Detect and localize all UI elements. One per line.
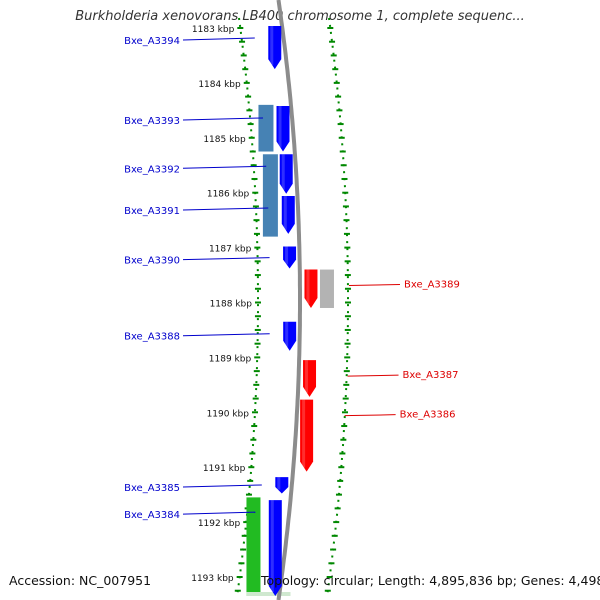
gene-arrow-body [303,360,317,397]
gene-arrow-sheen [305,360,309,393]
gene-arrow-body [283,321,297,351]
kbp-scale: 1183 kbp 1184 kbp 1185 kbp 1186 kbp 1187 kbp… [191,25,252,584]
kbp-scale-label: 1189 kbp [209,354,252,364]
gene-label: Bxe_A3387 [403,370,459,381]
gene-arrow-bxe_a3393 [276,105,290,152]
gene-arrow-sheen [270,26,274,66]
gene-track [268,26,318,596]
gene-arrow-bxe_a3384 [268,500,282,596]
feature-track [246,104,334,596]
summary-text: Topology: circular; Length: 4,895,836 bp… [261,573,600,588]
gene-labels: Bxe_A3394 Bxe_A3393 Bxe_A3392 Bxe_A3391 Bxe_… [124,36,460,521]
gene-label: Bxe_A3384 [124,510,180,521]
gene-label: Bxe_A3391 [124,206,180,217]
gene-arrow-body [275,477,289,494]
accession-text: Accession: NC_007951 [9,573,152,588]
gene-arrow-body [281,195,295,234]
gene-label: Bxe_A3394 [124,36,180,47]
kbp-scale-label: 1192 kbp [198,519,241,529]
gene-arrow-sheen [270,500,274,592]
gene-arrow-bxe_a3387 [303,360,317,397]
left-dotted-track [236,17,259,595]
gene-label-leader [182,257,270,261]
kbp-scale-label: 1187 kbp [209,245,252,255]
kbp-scale-label: 1190 kbp [207,409,250,419]
kbp-scale-label: 1184 kbp [198,80,241,90]
gene-label-leader [182,117,264,121]
kbp-scale-label: 1185 kbp [203,135,246,145]
gene-arrow-body [268,26,282,70]
steel-feature-block [258,104,274,152]
gene-label-leader [348,284,400,287]
gene-label-leader [182,511,256,515]
gray-feature-block [319,269,334,308]
gene-label: Bxe_A3390 [124,256,180,267]
right-dotted-track [326,17,349,595]
gene-label: Bxe_A3388 [124,332,180,343]
kbp-scale-label: 1193 kbp [191,574,234,584]
gene-arrow-bxe_a3394 [268,26,282,70]
track-dotted-lines [234,17,351,595]
gene-arrow-bxe_a3392 [279,154,293,194]
gene-arrow-sheen [277,477,281,490]
genome-axis [276,0,302,600]
gene-arrow-sheen [278,105,282,148]
gene-label-leader [182,37,255,41]
gene-arrow-bxe_a3390 [283,246,297,269]
gene-label: Bxe_A3393 [124,116,180,127]
gene-label-leader [182,333,270,337]
gene-arrow-sheen [283,195,287,230]
gene-arrow-body [279,154,293,194]
genome-axis-line [276,0,302,600]
gene-arrow-body [283,246,297,269]
gene-arrow-bxe_a3388 [283,321,297,351]
gene-arrow-bxe_a3389 [304,269,318,308]
gene-arrow-bxe_a3385 [275,477,289,494]
gene-arrow-sheen [302,399,306,468]
gene-arrow-bxe_a3386 [300,399,314,472]
gene-label-leader [182,207,269,211]
gene-label: Bxe_A3386 [400,410,456,421]
gene-label: Bxe_A3389 [404,280,460,291]
gene-arrow-sheen [281,154,285,190]
kbp-scale-label: 1183 kbp [192,25,235,35]
gene-arrow-body [300,399,314,472]
gene-label: Bxe_A3385 [124,483,180,494]
gene-arrow-sheen [285,321,289,347]
gene-label-leader [344,414,396,417]
steel-feature-block [262,154,278,237]
gene-label-leader [347,374,399,377]
map-title: Burkholderia xenovorans LB400 chromosome… [75,9,525,24]
gene-arrow-bxe_a3391 [281,195,295,234]
gene-arrow-body [304,269,318,308]
gene-label-leader [182,484,262,488]
kbp-scale-label: 1188 kbp [210,300,253,310]
gene-arrow-sheen [285,246,289,265]
gene-arrow-sheen [306,269,310,304]
gene-arrow-body [268,500,282,596]
green-feature-shadow [246,592,291,596]
kbp-scale-label: 1191 kbp [203,464,246,474]
green-feature-block [246,497,261,596]
kbp-scale-label: 1186 kbp [207,190,250,200]
gene-arrow-body [276,105,290,152]
gene-label-leader [182,165,267,169]
gene-label: Bxe_A3392 [124,164,180,175]
